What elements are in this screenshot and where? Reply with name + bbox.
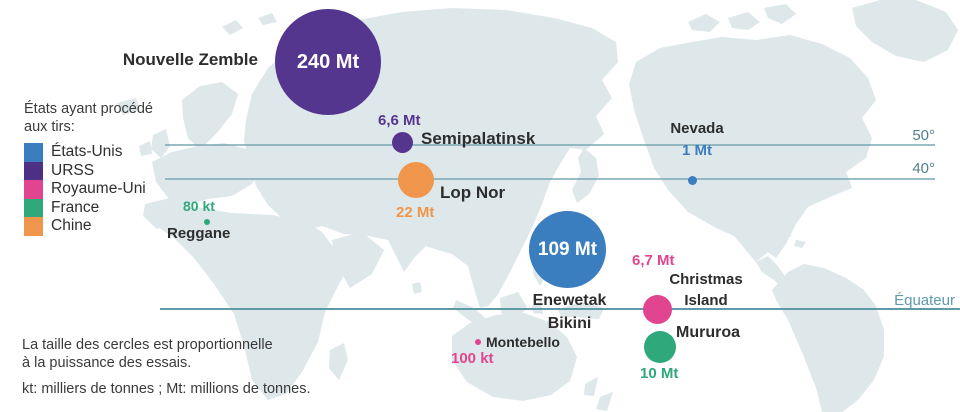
- label-semipalatinsk: Semipalatinsk: [421, 129, 536, 148]
- circle-lop-nor: [398, 162, 434, 198]
- legend-swatch-urss: [24, 161, 43, 180]
- size-note-line2: à la puissance des essais.: [22, 355, 192, 371]
- label-christmas: Christmas: [669, 271, 743, 288]
- legend-label-chine: Chine: [51, 217, 92, 234]
- label-nouvelle-zemble: Nouvelle Zemble: [122, 50, 258, 69]
- legend-swatch-france: [24, 198, 43, 217]
- island-japan: [572, 148, 599, 203]
- legend-item-etats-unis: États-Unis: [24, 143, 153, 162]
- legend-title-line1: États ayant procédé: [24, 101, 153, 117]
- landmass-scandinavia: [182, 82, 238, 150]
- latitude-label-40: 40°: [912, 160, 935, 177]
- island-cuba: [764, 228, 792, 238]
- value-semipalatinsk: 6,6 Mt: [378, 112, 421, 129]
- island-madagascar: [329, 343, 348, 380]
- landmass-north-america: [629, 35, 876, 262]
- legend: États ayant procédé aux tirs: États-Unis…: [24, 101, 153, 236]
- island-new-zealand-south: [596, 392, 613, 411]
- size-note: La taille des cercles est proportionnell…: [22, 336, 273, 372]
- value-reggane: 80 kt: [183, 198, 215, 214]
- landmass-greenland: [852, 0, 958, 62]
- latitude-label-50: 50°: [912, 127, 935, 144]
- circle-nevada: [688, 176, 697, 185]
- circle-reggane: [204, 219, 210, 225]
- legend-item-france: France: [24, 198, 153, 217]
- landmass-south-america: [772, 264, 884, 412]
- island-new-guinea: [558, 302, 604, 319]
- legend-label-royaume-uni: Royaume-Uni: [51, 180, 146, 197]
- value-christmas-island: 6,7 Mt: [632, 252, 675, 269]
- island-great-britain: [151, 129, 170, 158]
- value-mururoa: 10 Mt: [640, 365, 679, 382]
- value-lop-nor: 22 Mt: [396, 204, 435, 221]
- label-bikini: Bikini: [547, 315, 592, 332]
- island-new-zealand-north: [584, 377, 598, 396]
- landmass-europe: [152, 143, 262, 206]
- island-franz-josef: [258, 13, 277, 25]
- legend-item-royaume-uni: Royaume-Uni: [24, 180, 153, 199]
- circle-enewetak-bikini: 109 Mt: [529, 211, 606, 288]
- landmass-africa: [157, 207, 350, 400]
- legend-swatch-etats-unis: [24, 143, 43, 162]
- label-reggane: Reggane: [167, 225, 231, 242]
- island-svalbard: [222, 20, 243, 35]
- legend-label-france: France: [51, 198, 100, 216]
- legend-swatch-chine: [24, 217, 43, 236]
- legend-title-line2: aux tirs:: [24, 118, 75, 135]
- value-enewetak-bikini: 109 Mt: [537, 238, 598, 260]
- island-sri-lanka: [412, 282, 422, 294]
- legend-item-urss: URSS: [24, 161, 153, 180]
- legend-item-chine: Chine: [24, 217, 153, 236]
- equator-label: Équateur: [894, 292, 955, 309]
- legend-label-urss: URSS: [51, 161, 95, 179]
- label-island: Island: [684, 292, 728, 309]
- label-lop-nor: Lop Nor: [440, 183, 506, 202]
- landmass-arabia: [332, 232, 384, 288]
- label-mururoa: Mururoa: [676, 324, 740, 341]
- value-montebello: 100 kt: [451, 350, 494, 367]
- circle-semipalatinsk: [392, 132, 413, 153]
- legend-items: États-Unis URSS Royaume-Uni France Chine: [24, 143, 153, 236]
- circle-mururoa: [644, 331, 676, 363]
- units-note: kt: milliers de tonnes ; Mt: millions de…: [22, 381, 311, 397]
- circle-christmas-island: [643, 295, 672, 324]
- island-hispaniola: [794, 240, 806, 248]
- label-nevada: Nevada: [670, 120, 724, 137]
- legend-label-etats-unis: États-Unis: [51, 143, 123, 160]
- legend-title: États ayant procédé aux tirs:: [24, 101, 153, 136]
- island-iceland: [117, 98, 140, 115]
- island-sulawesi: [532, 301, 543, 314]
- value-nouvelle-zemble: 240 Mt: [296, 50, 360, 73]
- value-nevada: 1 Mt: [682, 142, 712, 159]
- landmass-australia: [452, 313, 577, 401]
- island-ireland: [139, 141, 152, 156]
- legend-swatch-royaume-uni: [24, 180, 43, 199]
- label-enewetak: Enewetak: [532, 292, 607, 309]
- circle-montebello: [475, 339, 481, 345]
- label-montebello: Montebello: [486, 334, 560, 350]
- circle-nouvelle-zemble: 240 Mt: [275, 9, 381, 115]
- size-note-line1: La taille des cercles est proportionnell…: [22, 337, 273, 353]
